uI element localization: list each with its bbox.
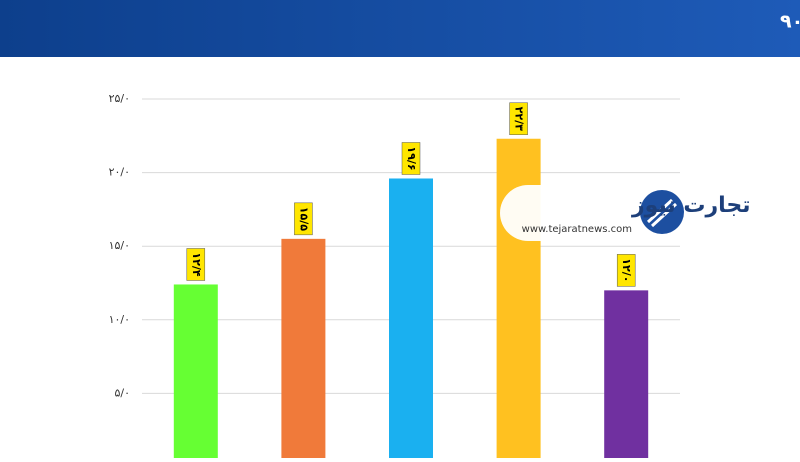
value-label: ۱۹/۶ [405, 146, 418, 170]
y-tick-label: ۱۵/۰ [109, 239, 130, 252]
value-label-bg [401, 142, 421, 175]
watermark: تجارت نیوز www.tejaratnews.com [500, 185, 751, 241]
y-tick-label: ۲۰/۰ [109, 166, 130, 179]
y-tick-label: ۲۵/۰ [109, 92, 130, 105]
value-label: ۱۵/۵ [297, 207, 310, 231]
watermark-name: تجارت نیوز [631, 193, 751, 218]
y-tick-label: ۱۰/۰ [109, 313, 130, 326]
value-label-bg [186, 248, 206, 281]
bar [281, 238, 326, 462]
value-label: ۱۲/۰ [620, 258, 633, 282]
y-tick-label: ۵/۰ [114, 386, 130, 399]
header-bar [0, 0, 800, 57]
chart-title: در بهار ۱۳۹۷ نسبت به مدت مشابه سال قبل ب… [780, 11, 800, 33]
bar [389, 178, 433, 462]
watermark-icon-lines [646, 198, 678, 228]
bar [173, 284, 218, 462]
value-label-bg [294, 202, 313, 236]
watermark-url: www.tejaratnews.com [522, 224, 632, 235]
value-label: ۲۲/۳ [513, 107, 526, 131]
value-label-bg [509, 102, 528, 135]
bar [604, 290, 649, 462]
watermark-bg [500, 185, 692, 241]
value-label-bg [616, 254, 636, 287]
value-label: ۱۲/۴ [190, 252, 203, 276]
watermark-icon [640, 190, 684, 234]
